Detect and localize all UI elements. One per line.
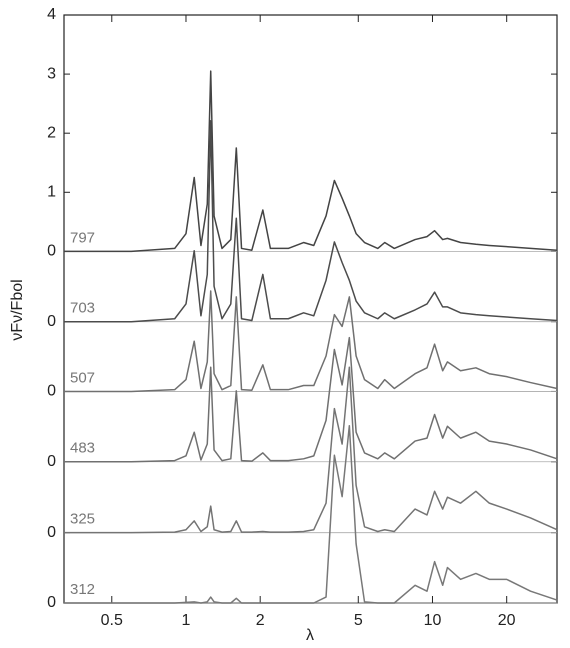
series-line: [64, 70, 558, 253]
y-tick-label: 1: [47, 184, 56, 201]
series-line: [64, 336, 558, 463]
x-tick-label: 5: [354, 612, 363, 629]
y-tick-label: 0: [47, 383, 56, 400]
x-axis-label: λ: [306, 627, 314, 644]
series-label: 703: [70, 300, 95, 317]
x-tick-label: 20: [498, 612, 516, 629]
x-tick-label: 10: [424, 612, 442, 629]
y-tick-label: 0: [47, 524, 56, 541]
y-tick-label: 0: [47, 313, 56, 330]
plot-frame: [63, 14, 558, 604]
series-line: [64, 424, 558, 604]
y-tick-label: 0: [47, 243, 56, 260]
y-axis-label: νFν/Fbol: [9, 279, 26, 340]
y-tick-label: 4: [47, 6, 56, 23]
series-label: 325: [70, 511, 95, 528]
series-line: [64, 120, 558, 323]
y-tick-label: 0: [47, 594, 56, 611]
series-line: [64, 366, 558, 534]
y-tick-label: 0: [47, 453, 56, 470]
series-label: 507: [70, 369, 95, 386]
series-line: [64, 290, 558, 393]
series-label: 483: [70, 440, 95, 457]
y-tick-label: 3: [47, 65, 56, 82]
x-tick-label: 1: [182, 612, 191, 629]
series-label: 312: [70, 581, 95, 598]
x-tick-label: 2: [256, 612, 265, 629]
series-label: 797: [70, 229, 95, 246]
x-tick-label: 0.5: [101, 612, 123, 629]
y-tick-label: 2: [47, 124, 56, 141]
